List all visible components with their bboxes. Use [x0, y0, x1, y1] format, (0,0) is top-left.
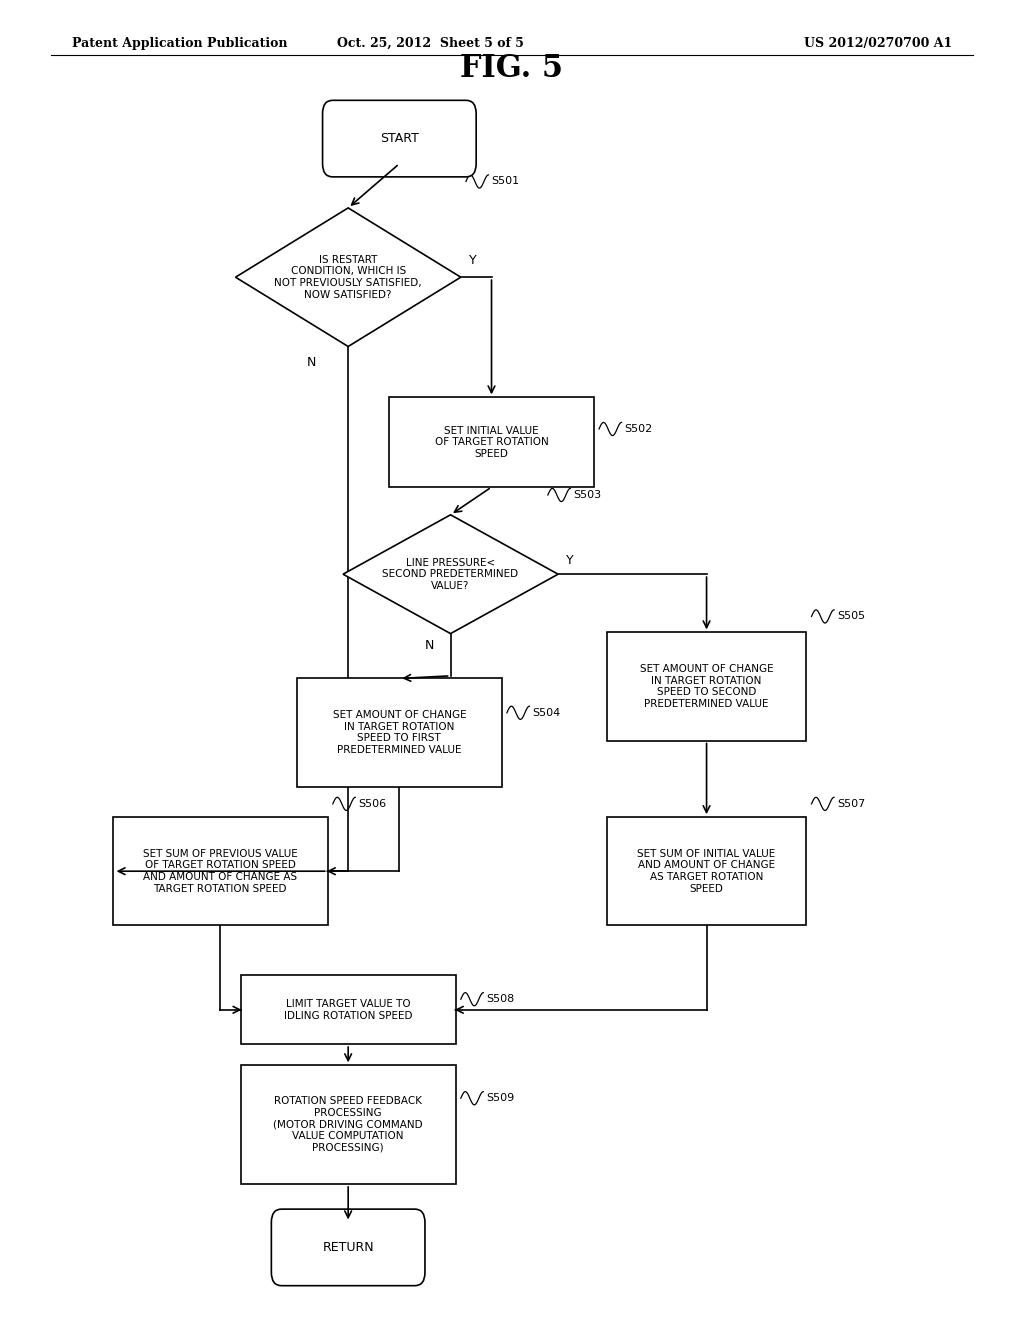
Text: N: N — [307, 356, 316, 370]
Text: LINE PRESSURE<
SECOND PREDETERMINED
VALUE?: LINE PRESSURE< SECOND PREDETERMINED VALU… — [383, 557, 518, 591]
FancyBboxPatch shape — [323, 100, 476, 177]
Text: S502: S502 — [625, 424, 653, 434]
Polygon shape — [343, 515, 558, 634]
Text: S507: S507 — [838, 799, 865, 809]
Text: Y: Y — [469, 253, 476, 267]
Text: US 2012/0270700 A1: US 2012/0270700 A1 — [804, 37, 952, 50]
Text: START: START — [380, 132, 419, 145]
Text: S506: S506 — [358, 799, 386, 809]
Text: IS RESTART
CONDITION, WHICH IS
NOT PREVIOUSLY SATISFIED,
NOW SATISFIED?: IS RESTART CONDITION, WHICH IS NOT PREVI… — [274, 255, 422, 300]
Text: LIMIT TARGET VALUE TO
IDLING ROTATION SPEED: LIMIT TARGET VALUE TO IDLING ROTATION SP… — [284, 999, 413, 1020]
Bar — [241, 975, 456, 1044]
Bar — [389, 397, 594, 487]
Text: N: N — [425, 639, 434, 652]
Text: FIG. 5: FIG. 5 — [461, 53, 563, 83]
Text: ROTATION SPEED FEEDBACK
PROCESSING
(MOTOR DRIVING COMMAND
VALUE COMPUTATION
PROC: ROTATION SPEED FEEDBACK PROCESSING (MOTO… — [273, 1097, 423, 1152]
Text: Oct. 25, 2012  Sheet 5 of 5: Oct. 25, 2012 Sheet 5 of 5 — [337, 37, 523, 50]
Text: SET INITIAL VALUE
OF TARGET ROTATION
SPEED: SET INITIAL VALUE OF TARGET ROTATION SPE… — [434, 425, 549, 459]
Bar — [241, 1065, 456, 1184]
Bar — [113, 817, 328, 925]
Text: RETURN: RETURN — [323, 1241, 374, 1254]
Text: S508: S508 — [486, 994, 515, 1005]
Text: SET SUM OF PREVIOUS VALUE
OF TARGET ROTATION SPEED
AND AMOUNT OF CHANGE AS
TARGE: SET SUM OF PREVIOUS VALUE OF TARGET ROTA… — [142, 849, 298, 894]
Text: Patent Application Publication: Patent Application Publication — [72, 37, 287, 50]
Text: Y: Y — [566, 553, 573, 566]
Text: SET AMOUNT OF CHANGE
IN TARGET ROTATION
SPEED TO SECOND
PREDETERMINED VALUE: SET AMOUNT OF CHANGE IN TARGET ROTATION … — [640, 664, 773, 709]
Bar — [297, 678, 502, 787]
Text: S505: S505 — [838, 611, 865, 622]
Text: S501: S501 — [492, 177, 519, 186]
Text: S504: S504 — [532, 708, 561, 718]
Bar — [606, 817, 806, 925]
Text: SET SUM OF INITIAL VALUE
AND AMOUNT OF CHANGE
AS TARGET ROTATION
SPEED: SET SUM OF INITIAL VALUE AND AMOUNT OF C… — [637, 849, 776, 894]
Text: SET AMOUNT OF CHANGE
IN TARGET ROTATION
SPEED TO FIRST
PREDETERMINED VALUE: SET AMOUNT OF CHANGE IN TARGET ROTATION … — [333, 710, 466, 755]
Bar — [606, 632, 806, 741]
Text: S509: S509 — [486, 1093, 515, 1104]
FancyBboxPatch shape — [271, 1209, 425, 1286]
Polygon shape — [236, 207, 461, 346]
Text: S503: S503 — [573, 490, 601, 500]
